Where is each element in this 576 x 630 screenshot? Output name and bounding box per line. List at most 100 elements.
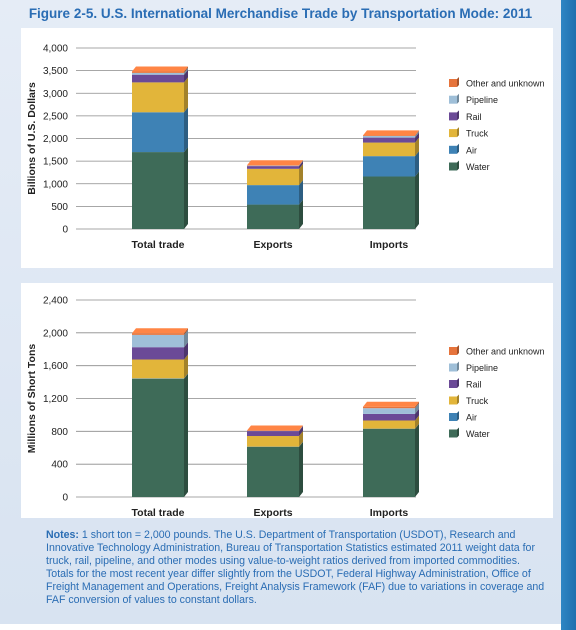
legend-swatch: [449, 162, 457, 171]
bar-imports-other-and-unknown-side: [415, 130, 419, 137]
legend-label: Pipeline: [466, 363, 498, 373]
bar-imports-air: [363, 156, 415, 177]
bar-imports-pipeline-side: [415, 131, 419, 138]
bar-imports-truck-side: [415, 415, 419, 429]
y-tick-label: 500: [51, 202, 68, 213]
figure-notes: Notes: 1 short ton = 2,000 pounds. The U…: [46, 529, 546, 606]
category-label-exports: Exports: [253, 239, 292, 251]
bar-exports-air-side: [299, 180, 303, 205]
category-label-total-trade: Total trade: [132, 507, 185, 519]
bar-imports-other-and-unknown: [363, 406, 415, 409]
y-tick-label: 3,000: [43, 89, 68, 100]
bar-imports-truck-side: [415, 137, 419, 157]
y-axis-label: Billions of U.S. Dollars: [26, 82, 38, 195]
legend-item-rail: Rail: [449, 110, 482, 122]
legend-swatch-side: [457, 110, 459, 121]
legend-item-other-and-unknown: Other and unknown: [449, 77, 545, 89]
bar-imports-other-and-unknown: [363, 135, 415, 137]
y-tick-label: 1,000: [43, 179, 68, 190]
bar-exports-water: [247, 204, 299, 229]
bar-exports-water: [247, 446, 299, 497]
bar-imports-truck: [363, 142, 415, 157]
y-tick-label: 400: [51, 460, 68, 471]
bar-top-imports: [363, 401, 419, 407]
legend-item-water: Water: [449, 160, 490, 172]
bar-top-total-trade: [132, 66, 188, 72]
bar-stack-total-trade: [132, 66, 188, 229]
bar-imports-water-side: [415, 171, 419, 229]
legend-label: Other and unknown: [466, 347, 545, 357]
bar-top-total-trade: [132, 328, 188, 334]
bar-imports-truck: [363, 420, 415, 429]
legend-swatch: [449, 347, 457, 355]
y-tick-label: 3,500: [43, 66, 68, 77]
bar-imports-rail-side: [415, 408, 419, 421]
y-tick-label: 2,500: [43, 111, 68, 122]
bar-stack-exports: [247, 425, 303, 497]
chart-weight-tons: 0 400 800 1,200 1,600 2,000 2,400 Millions of S…: [26, 296, 545, 520]
bar-total-trade-other-and-unknown: [132, 71, 184, 73]
category-label-imports: Imports: [370, 239, 409, 251]
legend-swatch: [449, 129, 457, 138]
legend-label: Other and unknown: [466, 79, 545, 89]
chart-panel-value: 0 500 1,000 1,500 2,000 2,500 3,000 3,500 4,000 B…: [21, 28, 553, 268]
side-accent-bar: [561, 0, 576, 630]
bar-exports-truck-side: [299, 163, 303, 186]
y-tick-label: 0: [62, 225, 68, 236]
bar-total-trade-rail: [132, 74, 184, 83]
bar-exports-pipeline-side: [299, 425, 303, 432]
bar-exports-rail-side: [299, 426, 303, 437]
legend-swatch: [449, 112, 457, 121]
bar-imports-pipeline-side: [415, 403, 419, 414]
legend-label: Pipeline: [466, 95, 498, 105]
legend-label: Truck: [466, 129, 489, 139]
bar-imports-water: [363, 176, 415, 229]
legend-swatch-side: [457, 143, 459, 154]
legend-swatch-side: [457, 345, 459, 355]
legend-swatch: [449, 79, 457, 87]
legend-item-truck: Truck: [449, 394, 489, 406]
bar-exports-rail: [247, 431, 299, 437]
bar-exports-water-side: [299, 199, 303, 229]
bar-total-trade-water: [132, 378, 184, 497]
bar-exports-other-and-unknown-side: [299, 160, 303, 166]
bar-stack-imports: [363, 130, 419, 229]
bar-total-trade-truck: [132, 82, 184, 113]
y-tick-label: 2,000: [43, 134, 68, 145]
bar-total-trade-other-and-unknown-side: [184, 66, 188, 73]
bar-imports-water-side: [415, 423, 419, 497]
bar-exports-truck: [247, 168, 299, 186]
bar-total-trade-pipeline: [132, 72, 184, 75]
legend-label: Air: [466, 145, 477, 155]
bar-imports-pipeline: [363, 136, 415, 138]
legend-label: Truck: [466, 396, 489, 406]
bar-total-trade-air: [132, 112, 184, 153]
bar-imports-pipeline: [363, 408, 415, 414]
legend-item-air: Air: [449, 411, 477, 423]
legend-item-air: Air: [449, 143, 477, 155]
bar-top-exports: [247, 160, 303, 166]
legend-swatch-side: [457, 411, 459, 421]
chart-value-billions: 0 500 1,000 1,500 2,000 2,500 3,000 3,500 4,000 B…: [26, 44, 545, 252]
legend-swatch: [449, 413, 457, 421]
bar-exports-rail: [247, 166, 299, 169]
bar-stack-imports: [363, 401, 419, 497]
y-tick-label: 2,400: [43, 296, 68, 307]
legend-swatch-side: [457, 361, 459, 372]
notes-text: 1 short ton = 2,000 pounds. The U.S. Dep…: [46, 529, 545, 606]
bar-exports-truck: [247, 436, 299, 447]
bar-imports-rail: [363, 137, 415, 143]
bar-top-imports: [363, 130, 419, 136]
bar-stack-exports: [247, 160, 303, 229]
legend-swatch-side: [457, 378, 459, 388]
bar-imports-other-and-unknown-side: [415, 401, 419, 409]
bar-total-trade-water-side: [184, 373, 188, 497]
bar-total-trade-pipeline-side: [184, 67, 188, 75]
legend-label: Rail: [466, 112, 482, 122]
legend-label: Water: [466, 429, 490, 439]
bar-total-trade-truck-side: [184, 77, 188, 113]
y-tick-label: 4,000: [43, 44, 68, 55]
figure-title: Figure 2-5. U.S. International Merchandi…: [28, 6, 533, 21]
bar-exports-air-side: [299, 441, 303, 447]
legend-swatch-side: [457, 160, 459, 171]
